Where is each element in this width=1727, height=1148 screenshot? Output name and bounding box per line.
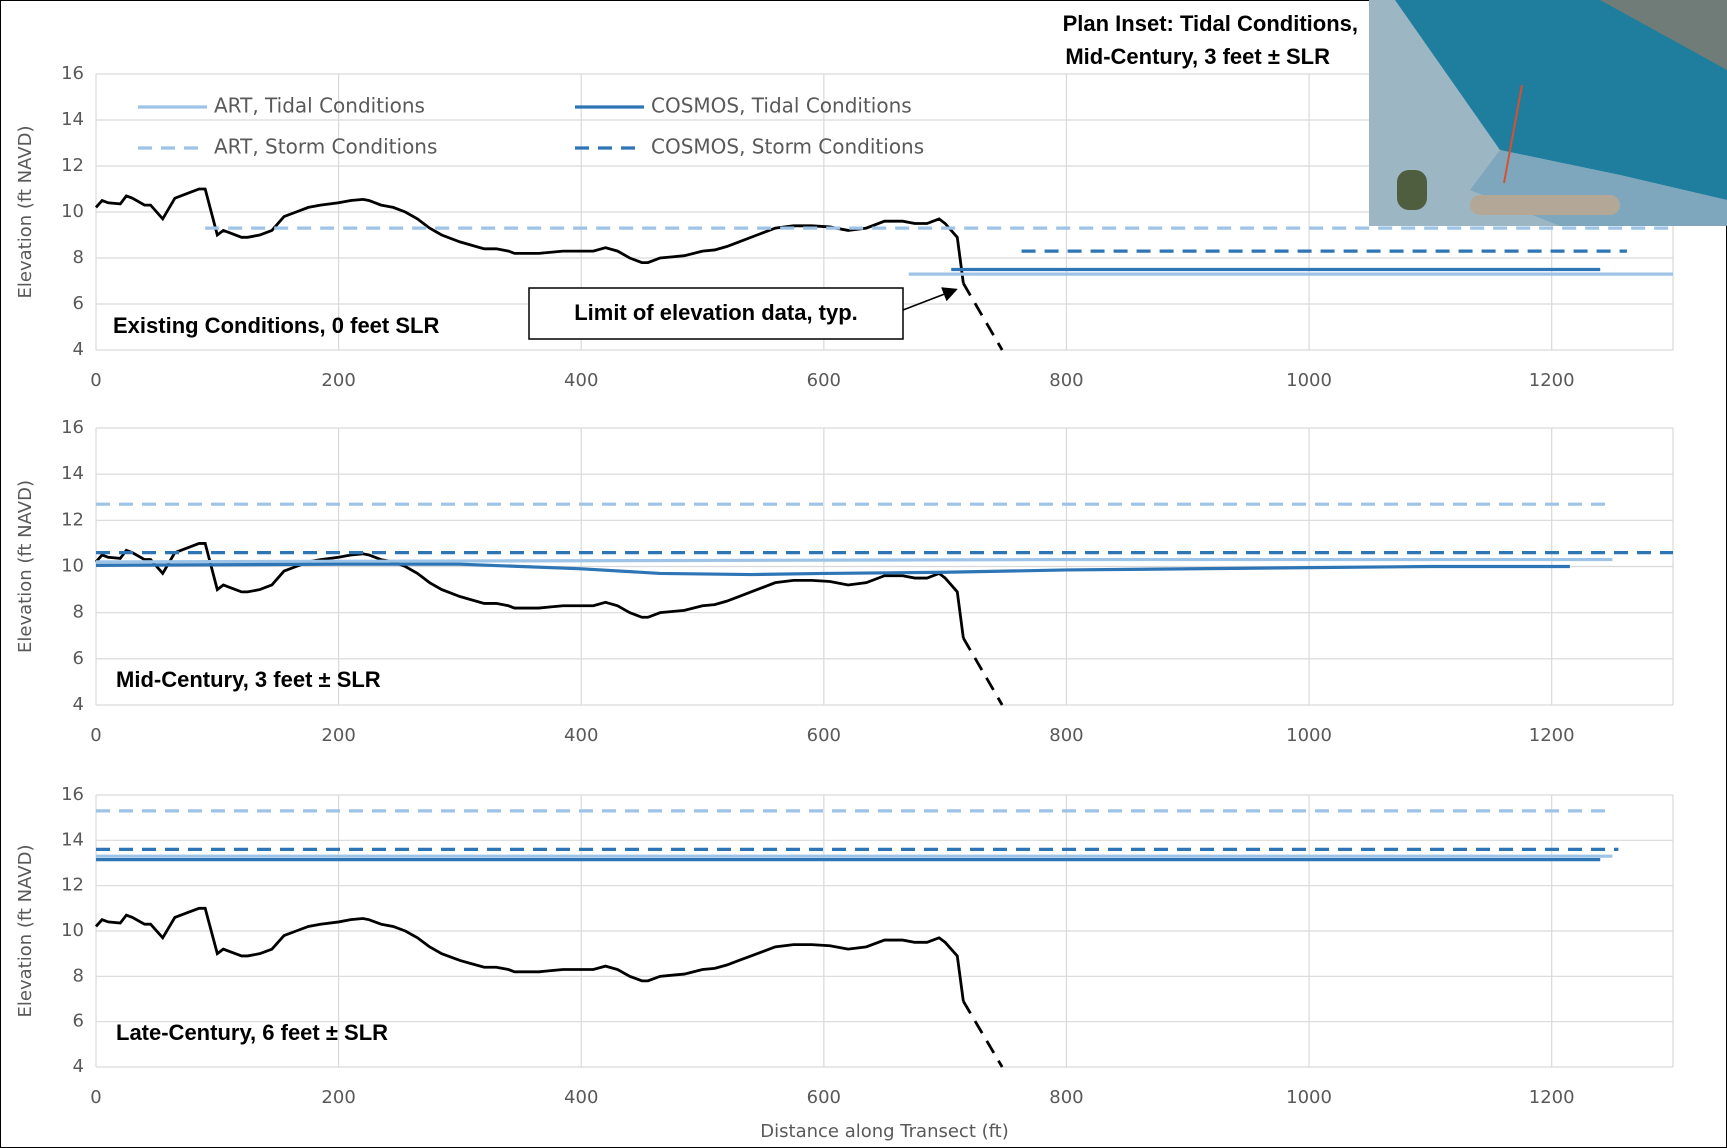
x-tick-label: 1000 — [1286, 725, 1332, 746]
y-tick-label: 6 — [73, 293, 84, 314]
panel-title: Existing Conditions, 0 feet SLR — [113, 313, 439, 338]
legend-label: ART, Storm Conditions — [214, 135, 437, 159]
legend-label: COSMOS, Storm Conditions — [651, 135, 924, 159]
panel-title: Mid-Century, 3 feet ± SLR — [116, 667, 381, 692]
x-tick-label: 1200 — [1529, 725, 1575, 746]
y-tick-label: 16 — [61, 784, 84, 805]
y-tick-label: 6 — [73, 648, 84, 669]
y-tick-label: 12 — [61, 509, 84, 530]
x-tick-label: 0 — [90, 370, 101, 391]
y-tick-label: 4 — [73, 339, 84, 360]
legend-label: COSMOS, Tidal Conditions — [651, 94, 912, 118]
x-tick-label: 1200 — [1529, 370, 1575, 391]
inset-title: Plan Inset: Tidal Conditions, — [1063, 11, 1358, 36]
figure: 46810121416020040060080010001200Elevatio… — [0, 0, 1727, 1148]
y-tick-label: 14 — [61, 829, 84, 850]
y-tick-label: 4 — [73, 1056, 84, 1077]
x-tick-label: 200 — [321, 1087, 355, 1108]
x-tick-label: 1000 — [1286, 370, 1332, 391]
x-tick-label: 1200 — [1529, 1087, 1575, 1108]
inset-image — [1369, 0, 1727, 226]
y-axis-title: Elevation (ft NAVD) — [15, 126, 36, 299]
x-tick-label: 600 — [807, 1087, 841, 1108]
x-axis-title: Distance along Transect (ft) — [760, 1121, 1008, 1142]
x-tick-label: 0 — [90, 725, 101, 746]
x-tick-label: 800 — [1049, 370, 1083, 391]
x-tick-label: 400 — [564, 370, 598, 391]
y-tick-label: 12 — [61, 155, 84, 176]
y-tick-label: 16 — [61, 417, 84, 438]
y-tick-label: 8 — [73, 965, 84, 986]
x-tick-label: 600 — [807, 725, 841, 746]
annotation: Limit of elevation data, typ. — [574, 300, 858, 325]
x-tick-label: 1000 — [1286, 1087, 1332, 1108]
legend-label: ART, Tidal Conditions — [214, 94, 425, 118]
y-tick-label: 8 — [73, 247, 84, 268]
y-tick-label: 14 — [61, 463, 84, 484]
y-tick-label: 14 — [61, 109, 84, 130]
y-tick-label: 6 — [73, 1011, 84, 1032]
y-tick-label: 10 — [61, 556, 84, 577]
y-tick-label: 8 — [73, 602, 84, 623]
panel-title: Late-Century, 6 feet ± SLR — [116, 1020, 388, 1045]
x-tick-label: 0 — [90, 1087, 101, 1108]
y-tick-label: 10 — [61, 201, 84, 222]
y-tick-label: 12 — [61, 875, 84, 896]
x-tick-label: 200 — [321, 725, 355, 746]
inset-title: Mid-Century, 3 feet ± SLR — [1065, 44, 1330, 69]
y-tick-label: 16 — [61, 63, 84, 84]
y-axis-title: Elevation (ft NAVD) — [15, 480, 36, 653]
x-tick-label: 600 — [807, 370, 841, 391]
x-tick-label: 400 — [564, 1087, 598, 1108]
x-tick-label: 400 — [564, 725, 598, 746]
y-tick-label: 4 — [73, 694, 84, 715]
y-axis-title: Elevation (ft NAVD) — [15, 845, 36, 1018]
y-tick-label: 10 — [61, 920, 84, 941]
x-tick-label: 800 — [1049, 725, 1083, 746]
x-tick-label: 200 — [321, 370, 355, 391]
x-tick-label: 800 — [1049, 1087, 1083, 1108]
